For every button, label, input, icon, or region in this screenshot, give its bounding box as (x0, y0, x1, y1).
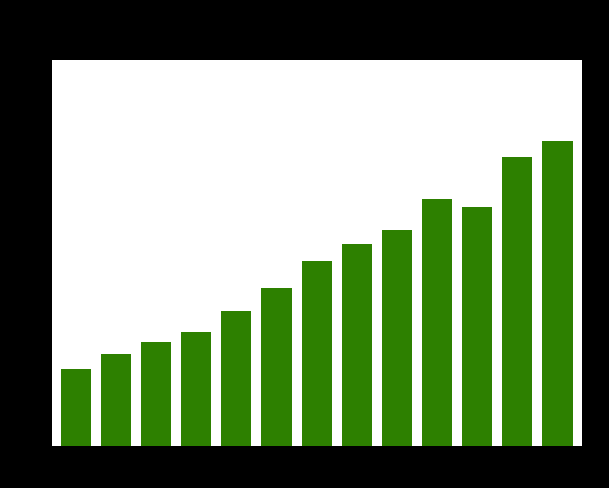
Bar (543, 142, 572, 447)
Bar (141, 343, 171, 447)
Bar (382, 231, 412, 447)
Bar (181, 332, 211, 447)
Bar (342, 244, 372, 447)
Bar (101, 354, 131, 447)
Bar (422, 200, 452, 447)
Bar (301, 262, 332, 447)
Bar (221, 312, 252, 447)
Bar (61, 369, 91, 447)
Bar (462, 207, 492, 447)
Bar (502, 157, 532, 447)
Bar (261, 288, 292, 447)
